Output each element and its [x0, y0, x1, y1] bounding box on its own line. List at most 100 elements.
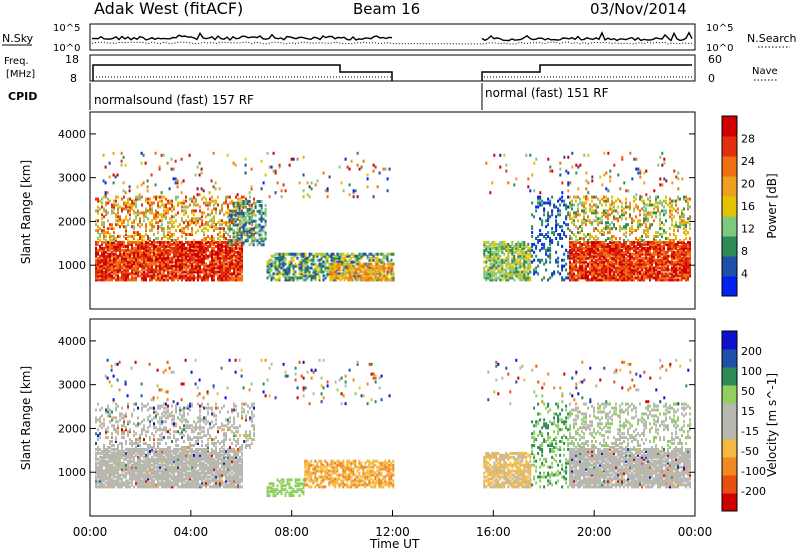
heatmap-cell — [643, 229, 645, 233]
heatmap-cell — [577, 278, 579, 282]
heatmap-cell — [179, 274, 181, 278]
heatmap-cell — [559, 237, 562, 240]
heatmap-cell — [631, 231, 633, 235]
heatmap-cell — [651, 242, 653, 246]
heatmap-cell — [639, 252, 641, 256]
heatmap-cell — [591, 254, 593, 258]
heatmap-cell — [171, 270, 173, 274]
heatmap-cell — [651, 262, 653, 266]
heatmap-cell — [389, 278, 392, 282]
heatmap-cell — [541, 246, 544, 250]
heatmap-cell — [201, 242, 203, 246]
heatmap-cell — [537, 272, 540, 276]
heatmap-cell — [649, 260, 651, 264]
heatmap-cell — [527, 242, 530, 246]
heatmap-cell — [355, 262, 358, 266]
heatmap-cell — [579, 260, 581, 264]
heatmap-cell — [157, 240, 159, 244]
heatmap-cell — [123, 268, 125, 272]
heatmap-cell — [183, 221, 185, 225]
heatmap-cell — [365, 276, 368, 280]
heatmap-cell — [501, 278, 504, 282]
heatmap-cell — [228, 217, 231, 221]
heatmap-cell — [157, 237, 159, 240]
heatmap-cell — [109, 266, 111, 270]
heatmap-cell — [185, 258, 187, 262]
heatmap-cell — [605, 278, 607, 282]
heatmap-cell — [260, 207, 263, 211]
heatmap-cell — [226, 153, 229, 157]
heatmap-cell — [101, 223, 103, 227]
heatmap-cell — [314, 274, 317, 278]
heatmap-cell — [587, 215, 589, 219]
heatmap-cell — [607, 225, 609, 229]
heatmap-cell — [368, 256, 371, 260]
heatmap-cell — [615, 270, 617, 274]
heatmap-cell — [243, 231, 245, 235]
heatmap-cell — [165, 268, 167, 272]
heatmap-cell — [189, 262, 191, 266]
heatmap-cell — [376, 278, 379, 282]
heatmap-cell — [290, 278, 293, 282]
heatmap-cell — [147, 250, 149, 254]
heatmap-cell — [527, 256, 530, 260]
heatmap-cell — [659, 246, 661, 250]
heatmap-cell — [361, 266, 364, 270]
heatmap-cell — [617, 274, 619, 278]
heatmap-cell — [609, 227, 611, 231]
heatmap-cell — [595, 209, 597, 213]
heatmap-cell — [113, 270, 115, 274]
heatmap-cell — [161, 223, 163, 227]
heatmap-cell — [137, 256, 139, 260]
heatmap-cell — [95, 268, 97, 272]
heatmap-cell — [142, 181, 145, 185]
heatmap-cell — [173, 272, 175, 276]
heatmap-cell — [135, 270, 137, 274]
heatmap-cell — [123, 242, 125, 246]
heatmap-cell — [583, 203, 585, 207]
heatmap-cell — [250, 217, 253, 221]
heatmap-cell — [597, 211, 599, 215]
heatmap-cell — [143, 260, 145, 264]
heatmap-cell — [611, 227, 613, 231]
heatmap-cell — [499, 246, 502, 250]
heatmap-cell — [111, 209, 113, 213]
heatmap-cell — [167, 209, 169, 213]
heatmap-cell — [367, 272, 370, 276]
heatmap-cell — [270, 278, 273, 282]
heatmap-cell — [151, 260, 153, 264]
heatmap-cell — [272, 169, 275, 173]
heatmap-cell — [587, 262, 589, 266]
heatmap-cell — [603, 199, 605, 203]
heatmap-cell — [573, 244, 575, 248]
heatmap-cell — [531, 254, 534, 258]
heatmap-cell — [147, 239, 149, 242]
heatmap-cell — [298, 276, 301, 280]
heatmap-cell — [659, 239, 661, 242]
heatmap-cell — [185, 276, 187, 280]
heatmap-cell — [609, 229, 611, 233]
heatmap-cell — [567, 195, 570, 199]
heatmap-cell — [659, 219, 661, 223]
heatmap-cell — [155, 270, 157, 274]
heatmap-cell — [589, 237, 591, 240]
heatmap-cell — [597, 244, 599, 248]
heatmap-cell — [347, 276, 350, 280]
heatmap-cell — [545, 258, 548, 262]
heatmap-cell — [167, 248, 169, 252]
heatmap-cell — [357, 268, 360, 272]
heatmap-cell — [272, 151, 275, 155]
heatmap-cell — [248, 229, 251, 233]
heatmap-cell — [661, 278, 663, 282]
heatmap-cell — [139, 256, 141, 260]
heatmap-cell — [199, 242, 201, 246]
heatmap-cell — [125, 264, 127, 268]
heatmap-cell — [577, 274, 579, 278]
heatmap-cell — [643, 278, 645, 282]
heatmap-cell — [161, 260, 163, 264]
heatmap-cell — [613, 274, 615, 278]
heatmap-cell — [619, 237, 621, 240]
heatmap-cell — [306, 268, 309, 272]
heatmap-cell — [141, 274, 143, 278]
heatmap-cell — [537, 197, 540, 201]
